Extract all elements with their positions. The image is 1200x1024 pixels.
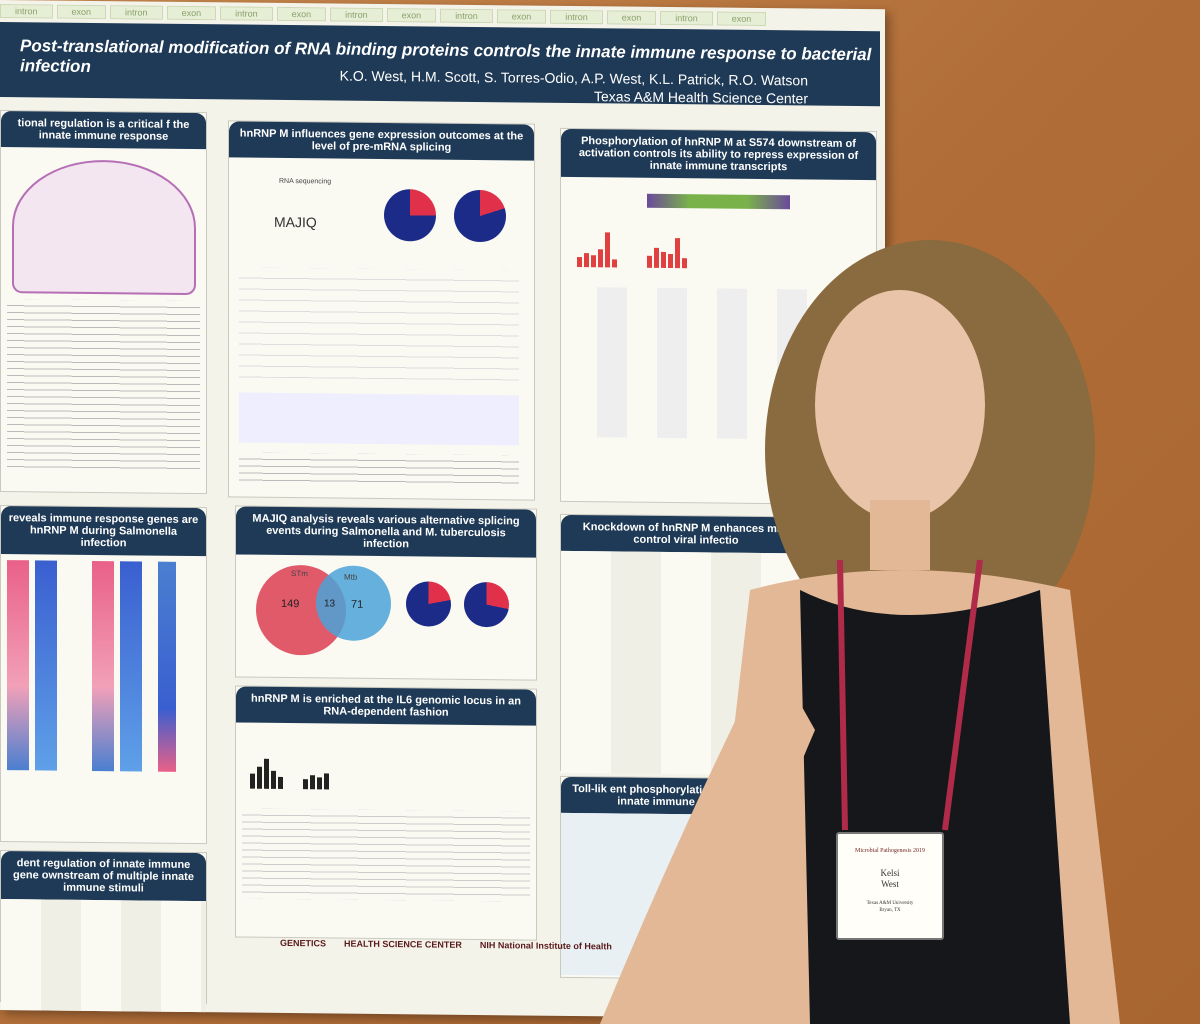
pie-mtb	[464, 581, 509, 628]
pie-salmonella	[454, 189, 506, 243]
rna-seq-label: RNA sequencing	[279, 177, 332, 186]
protein-domain-map	[647, 193, 790, 210]
badge-last-name: West	[881, 879, 899, 889]
heatmap-fold-change	[157, 561, 176, 772]
pie-stm	[406, 581, 451, 627]
lanyard	[837, 559, 983, 831]
heatmap-salmonella-2	[120, 561, 143, 772]
badge-org: Texas A&M University	[866, 901, 914, 906]
chip-bar-chart-1	[250, 749, 283, 789]
heatmap-uninfected-2	[34, 560, 57, 771]
name-badge: Microbial Pathogenesis 2019 Kelsi West T…	[836, 832, 944, 940]
institution-logos: GENETICS HEALTH SCIENCE CENTER NIH Natio…	[280, 938, 612, 951]
panel-il6-locus: hnRNP M is enriched at the IL6 genomic l…	[235, 685, 537, 941]
panel-caption-lines	[239, 452, 519, 486]
panel-immune-response-genes: reveals immune response genes are hnRNP …	[0, 505, 207, 845]
nih-logo: NIH National Institute of Health	[479, 940, 612, 952]
panel-innate-stimuli: dent regulation of innate immune gene ow…	[0, 850, 207, 1014]
poster-affiliation: Texas A&M Health Science Center	[594, 88, 808, 107]
heatmap-salmonella	[92, 560, 115, 772]
badge-first-name: Kelsi	[880, 868, 900, 878]
panel-hnrnpm-splicing: hnRNP M influences gene expression outco…	[228, 120, 535, 501]
panel-transcriptional-regulation: tional regulation is a critical f the in…	[0, 110, 207, 495]
gene-model-figure	[239, 267, 519, 381]
badge-conference: Microbial Pathogenesis 2019	[855, 848, 925, 854]
panel-majiq-analysis: MAJIQ analysis reveals various alternati…	[235, 505, 537, 681]
neck	[870, 500, 930, 570]
face	[815, 290, 985, 520]
heatmap-uninfected	[7, 560, 29, 771]
poster-title-bar: Post-translational modification of RNA b…	[0, 22, 880, 106]
rtpcr-figure	[239, 392, 519, 446]
genetics-logo: GENETICS	[280, 937, 327, 949]
panel-caption-lines	[242, 808, 530, 902]
badge-city: Bryan, TX	[879, 908, 901, 913]
arm	[600, 650, 815, 1024]
presenter-person	[600, 240, 1120, 1024]
hsc-logo: HEALTH SCIENCE CENTER	[344, 938, 462, 950]
pie-uninfected	[384, 189, 436, 242]
chip-bar-chart-2	[303, 749, 329, 790]
majiq-logo: MAJIQ	[274, 213, 317, 231]
